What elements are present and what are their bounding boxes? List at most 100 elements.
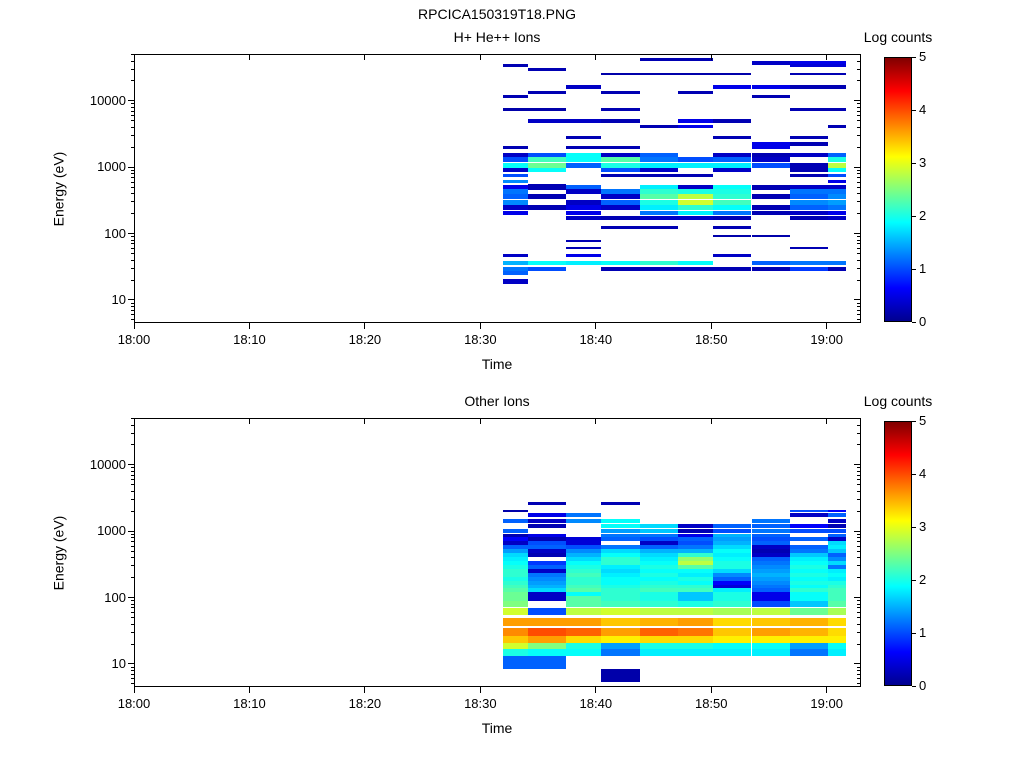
panel1-spectrogram-cell [789,247,828,250]
panel1-spectrogram-cell [827,184,847,190]
panel1-spectrogram-cell [527,90,566,94]
panel2-y-tick-label: 1000 [97,523,126,539]
panel1-x-tick-top [595,55,597,60]
panel2-spectrogram-cell [527,588,566,593]
panel2-spectrogram-cell [677,528,714,533]
panel2-spectrogram-cell [827,537,847,542]
panel1-spectrogram-cell [601,173,640,177]
panel2-spectrogram-cell [789,549,828,554]
panel1-y-tick-right [854,233,860,235]
panel1-x-tick [364,323,366,329]
panel2-spectrogram-cell [601,557,640,562]
panel2-spectrogram-cell [789,572,828,577]
panel1-spectrogram-cell [789,204,828,210]
panel1-y-minor-tick [131,68,134,70]
panel2-spectrogram-cell [639,596,678,602]
panel1-colorbar-tick-label: 4 [919,102,927,117]
panel2-spectrogram-cell [751,584,790,589]
panel2-spectrogram-cell [565,584,602,589]
panel1-spectrogram-cell [789,84,828,89]
panel2-spectrogram-cell [503,545,528,550]
panel2-spectrogram-cell [751,553,790,558]
panel2-spectrogram-cell [827,648,847,656]
panel2-spectrogram-cell [527,564,566,569]
panel2-spectrogram-cell [601,545,640,550]
panel2-spectrogram-cell [639,541,678,546]
panel1-y-minor-tick-right [857,243,860,245]
panel2-spectrogram-cell [713,636,752,644]
panel2-spectrogram-cell [527,549,566,554]
panel1-x-tick [479,323,481,329]
panel2-spectrogram-cell [565,541,602,546]
panel2-spectrogram-cell [565,564,602,569]
panel2-y-tick-label: 100 [104,589,126,605]
panel2-y-minor-tick-right [857,666,860,668]
panel2-y-minor-tick [131,510,134,512]
panel2-spectrogram-cell [827,509,847,512]
panel1-spectrogram-cell [565,152,602,157]
panel2-spectrogram-cell [789,513,828,518]
panel1-y-minor-tick-right [857,103,860,105]
panel1-spectrogram-cell [601,189,640,195]
panel1-y-minor-tick [131,146,134,148]
panel2-spectrogram-cell [677,618,714,627]
panel1-y-minor-tick-right [857,236,860,238]
panel1-spectrogram-cell [503,95,528,99]
panel2-spectrogram-cell [565,572,602,577]
panel2-spectrogram-cell [639,628,678,637]
panel1-y-tick-right [854,166,860,168]
panel2-y-minor-tick [131,673,134,675]
panel2-colorbar-tick [912,685,916,687]
panel2-spectrogram-cell [827,642,847,650]
panel1-y-minor-tick [131,319,134,321]
panel1-spectrogram-cell [789,189,828,195]
panel2-y-minor-tick-right [857,603,860,605]
panel2-spectrogram-cell [639,648,678,656]
panel2-spectrogram-cell [527,596,566,602]
panel1-spectrogram-cell [677,215,714,220]
panel1-y-tick-label: 1000 [97,159,126,175]
panel1-y-minor-tick [131,103,134,105]
panel1-x-tick-top [826,55,828,60]
panel1-spectrogram-cell [751,235,790,238]
panel2-x-tick-top [248,419,250,424]
panel2-spectrogram-cell [827,549,847,554]
panel1-y-minor-tick-right [857,135,860,137]
panel2-spectrogram-cell [789,560,828,565]
panel1-spectrogram-cell [639,199,678,205]
panel2-spectrogram-cell [565,592,602,597]
panel1-colorbar-tick-label: 3 [919,155,927,170]
panel2-spectrogram-cell [751,528,790,533]
panel1-x-tick-label: 18:10 [233,332,266,347]
panel2-spectrogram-cell [827,564,847,569]
panel1-y-minor-tick [131,201,134,203]
panel1-colorbar-tick-label: 5 [919,49,927,64]
panel2-spectrogram-cell [601,648,640,656]
panel2-spectrogram-cell [789,580,828,585]
panel2-spectrogram-cell [789,628,828,637]
panel1-spectrogram-cell [789,260,828,265]
panel1-spectrogram-cell [713,199,752,205]
panel1-y-minor-tick [131,169,134,171]
panel1-spectrogram-cell [713,84,752,89]
panel2-y-tick-right [854,597,860,599]
panel2-spectrogram-cell [677,537,714,542]
panel1-y-tick [128,100,134,102]
panel2-spectrogram-cell [713,642,752,650]
panel2-spectrogram-cell [527,584,566,589]
panel2-spectrogram-cell [565,608,602,616]
panel2-spectrogram-cell [677,576,714,581]
panel2-spectrogram-cell [827,572,847,577]
panel2-spectrogram-cell [713,576,752,581]
panel2-y-minor-tick [131,607,134,609]
panel2-spectrogram-cell [503,564,528,569]
panel2-spectrogram-cell [751,628,790,637]
panel1-spectrogram-cell [565,136,602,140]
panel1-y-minor-tick [131,115,134,117]
panel1-spectrogram-cell [565,84,602,89]
panel1-spectrogram-cell [751,194,790,200]
panel2-spectrogram-cell [677,642,714,650]
panel1-y-minor-tick-right [857,279,860,281]
panel1-spectrogram-cell [565,247,602,250]
panel1-spectrogram-cell [713,118,752,123]
